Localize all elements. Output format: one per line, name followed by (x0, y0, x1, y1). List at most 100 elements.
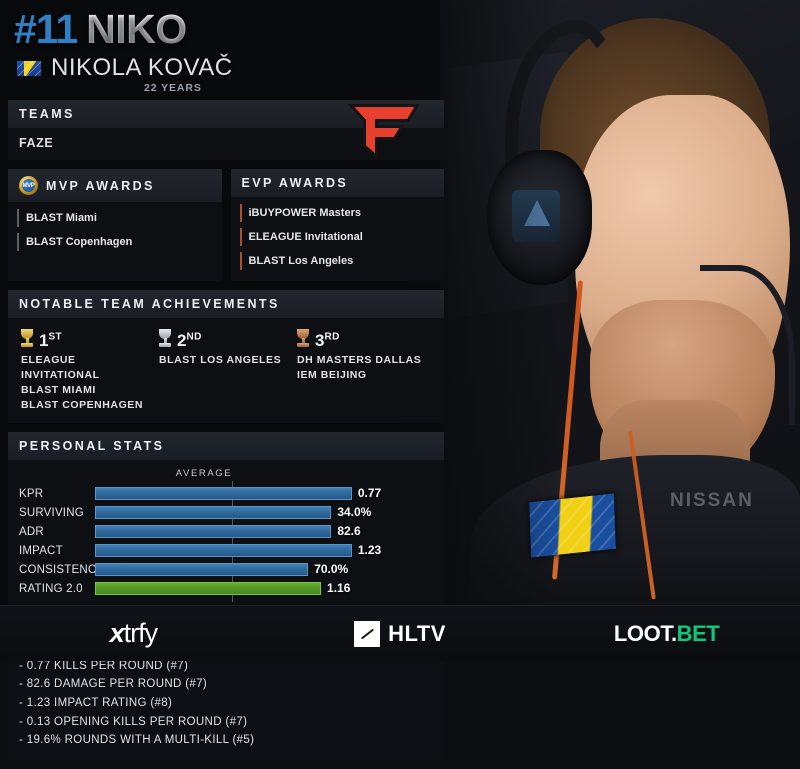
stat-bar-fill (95, 563, 309, 577)
achievement-place-2nd: 2ND (157, 329, 295, 349)
stat-bar-track: 34.0% (95, 505, 433, 520)
teams-panel: TEAMS FAZE (8, 100, 444, 160)
lootbet-logo-text: LOOT.BET (613, 620, 720, 646)
stat-bar-value: 34.0% (337, 505, 372, 520)
achievement-group-3rd: 3RD DH MASTERS DALLAS IEM BEIJING (295, 329, 433, 413)
stat-bar-value: 1.16 (327, 581, 351, 596)
achievement-events-3rd: DH MASTERS DALLAS IEM BEIJING (295, 349, 433, 383)
achievement-group-1st: 1ST ELEAGUE INVITATIONAL BLAST MIAMI BLA… (19, 329, 157, 413)
achievement-group-2nd: 2ND BLAST LOS ANGELES (157, 329, 295, 413)
notable-stat-item: - 1.23 IMPACT RATING (#8) (19, 696, 173, 709)
rank-and-nickname: #11 NIKO (8, 0, 444, 53)
gold-trophy-icon (19, 329, 35, 349)
lootbet-logo[interactable]: LOOT.BET (533, 621, 800, 647)
evp-award-chip[interactable]: ELEAGUE Invitational (239, 228, 375, 246)
stat-bar-value: 82.6 (337, 524, 361, 539)
achievement-event: BLAST LOS ANGELES (159, 354, 282, 366)
sponsor-footer: xtrfy HLTV LOOT.BET (0, 605, 800, 661)
mvp-award-chip[interactable]: BLAST Copenhagen (17, 233, 144, 251)
stat-bar-row: IMPACT 1.23 (19, 543, 433, 559)
stat-bar-label: RATING 2.0 (19, 582, 83, 595)
mvp-badge-icon: MVP (19, 176, 38, 195)
stat-bar-value: 0.77 (357, 486, 382, 501)
stat-bar-row: SURVIVING 34.0% (19, 505, 433, 521)
hltv-logo[interactable]: HLTV (267, 620, 534, 647)
mvp-awards-list: BLAST Miami BLAST Copenhagen (8, 202, 222, 262)
silver-trophy-icon (157, 329, 173, 349)
achievements-row: 1ST ELEAGUE INVITATIONAL BLAST MIAMI BLA… (19, 326, 433, 413)
xtrfy-logo[interactable]: xtrfy (0, 618, 267, 649)
achievement-place-1st: 1ST (19, 329, 157, 349)
achievement-event: BLAST COPENHAGEN (21, 398, 143, 411)
achievements-body: 1ST ELEAGUE INVITATIONAL BLAST MIAMI BLA… (8, 318, 444, 423)
achievement-events-1st: ELEAGUE INVITATIONAL BLAST MIAMI BLAST C… (19, 349, 157, 413)
stat-bar-label: SURVIVING (19, 506, 84, 519)
player-rank: #11 (14, 6, 78, 52)
personal-stats-body: AVERAGE KPR 0.77 SURVIVING 34.0% ADR 82.6 IMPA… (8, 460, 444, 612)
achievement-events-2nd: BLAST LOS ANGELES (157, 349, 295, 368)
stat-bars: KPR 0.77 SURVIVING 34.0% ADR 82.6 IMPACT 1.23 CO… (19, 470, 433, 597)
player-header: #11 NIKO NIKOLA KOVAČ 22 YEARS (8, 0, 444, 94)
awards-section: MVP MVP AWARDS BLAST Miami BLAST Copenha… (8, 169, 444, 281)
stat-bar-fill (95, 487, 352, 501)
stat-bar-label: KPR (19, 487, 44, 500)
stat-bar-track: 70.0% (95, 562, 433, 577)
place-value: 2ND (177, 331, 202, 350)
player-age: 22 YEARS (144, 82, 202, 94)
stat-bar-row: RATING 2.0 1.16 (19, 581, 433, 597)
stat-bar-fill (95, 506, 332, 520)
stat-bar-row: CONSISTENCY 70.0% (19, 562, 433, 578)
evp-awards-title: EVP AWARDS (230, 169, 444, 197)
player-fullname-row: NIKOLA KOVAČ (8, 53, 444, 82)
place-value: 3RD (315, 331, 340, 350)
stat-bar-track: 1.23 (95, 543, 433, 558)
faze-clan-logo-icon (347, 104, 420, 160)
stat-bar-row: ADR 82.6 (19, 524, 433, 540)
stat-bar-track: 1.16 (95, 581, 433, 596)
team-item[interactable]: FAZE (19, 136, 54, 150)
achievement-event: BLAST MIAMI (21, 383, 96, 396)
evp-award-chip[interactable]: BLAST Los Angeles (239, 252, 366, 270)
stat-bar-track: 82.6 (95, 524, 433, 539)
personal-stats-chart: AVERAGE KPR 0.77 SURVIVING 34.0% ADR 82.6 IMPA… (19, 468, 433, 602)
hltv-logo-text: HLTV (388, 620, 446, 646)
stat-bar-row: KPR 0.77 (19, 486, 433, 502)
mvp-awards-title: MVP MVP AWARDS (8, 169, 222, 202)
achievement-place-3rd: 3RD (295, 329, 433, 349)
notable-stat-item: - 0.13 OPENING KILLS PER ROUND (#7) (19, 715, 248, 728)
achievement-event: DH MASTERS DALLAS (297, 354, 422, 366)
stat-bar-track: 0.77 (95, 486, 433, 501)
evp-award-chip[interactable]: iBUYPOWER Masters (239, 204, 373, 222)
average-marker-label: AVERAGE (175, 467, 233, 479)
achievement-event: IEM BEIJING (297, 368, 367, 381)
player-nickname: NIKO (86, 6, 187, 52)
stat-bar-fill (95, 582, 322, 596)
mvp-awards-label: MVP AWARDS (46, 178, 155, 193)
stat-bar-fill (95, 525, 332, 539)
achievements-title: NOTABLE TEAM ACHIEVEMENTS (8, 290, 444, 318)
stat-bar-value: 70.0% (314, 562, 349, 577)
notable-stat-item: - 82.6 DAMAGE PER ROUND (#7) (19, 678, 208, 691)
hltv-mark-icon (354, 620, 381, 647)
personal-stats-title: PERSONAL STATS (8, 431, 444, 460)
stat-bar-label: ADR (19, 525, 44, 538)
notable-stat-item: - 19.6% ROUNDS WITH A MULTI-KILL (#5) (19, 734, 255, 747)
bosnia-herzegovina-flag-icon (16, 59, 42, 77)
stat-bar-label: CONSISTENCY (19, 563, 105, 576)
player-full-name: NIKOLA KOVAČ (51, 54, 233, 81)
evp-awards-list: iBUYPOWER Masters ELEAGUE Invitational B… (231, 197, 445, 281)
mvp-awards-panel: MVP MVP AWARDS BLAST Miami BLAST Copenha… (8, 169, 222, 281)
xtrfy-logo-text: xtrfy (109, 618, 159, 648)
achievements-panel: NOTABLE TEAM ACHIEVEMENTS 1ST ELEAGUE IN… (8, 290, 444, 423)
achievement-event: ELEAGUE INVITATIONAL (21, 354, 100, 381)
stat-bar-label: IMPACT (19, 544, 63, 557)
personal-stats-panel: PERSONAL STATS AVERAGE KPR 0.77 SURVIVING 3… (8, 431, 444, 612)
notable-stats-body: - 0.77 KILLS PER ROUND (#7) - 82.6 DAMAG… (8, 649, 444, 760)
place-value: 1ST (39, 331, 63, 350)
stat-bar-fill (95, 544, 352, 558)
evp-awards-panel: EVP AWARDS iBUYPOWER Masters ELEAGUE Inv… (230, 169, 445, 281)
bronze-trophy-icon (295, 329, 311, 349)
mvp-award-chip[interactable]: BLAST Miami (17, 209, 109, 227)
teams-body: FAZE (8, 128, 444, 160)
stat-bar-value: 1.23 (357, 543, 382, 558)
